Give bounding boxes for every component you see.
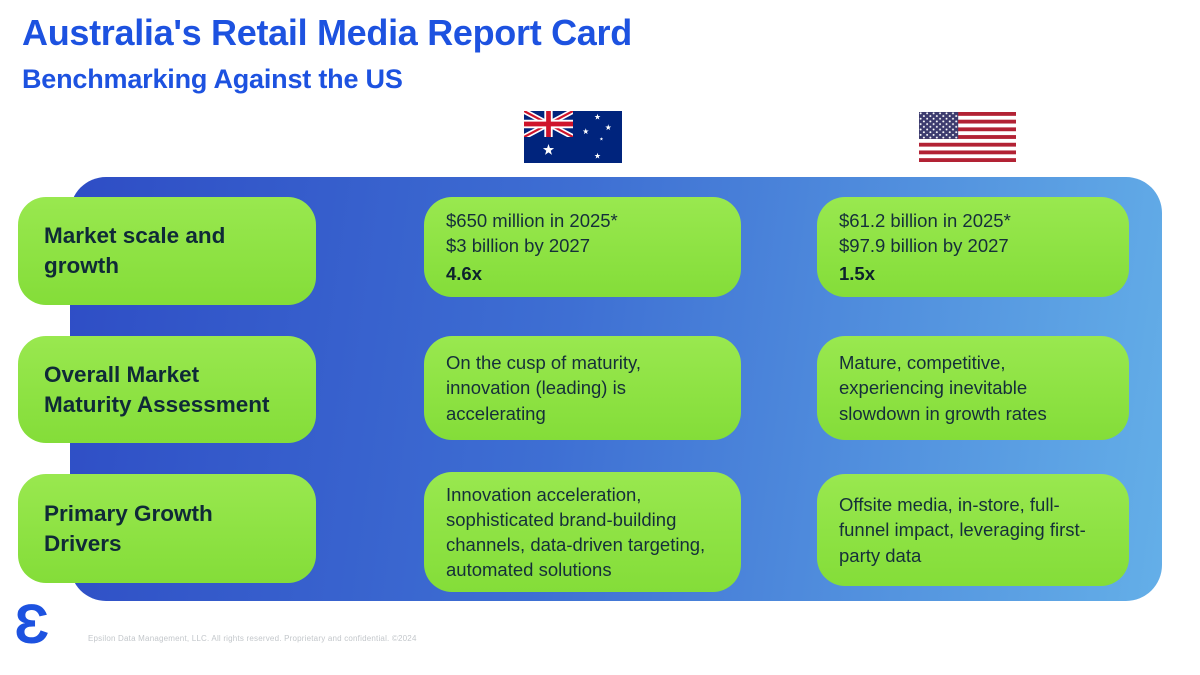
cell-line: $61.2 billion in 2025* bbox=[839, 210, 1011, 232]
row-label-maturity: Overall Market Maturity Assessment bbox=[18, 336, 316, 443]
cell-text: On the cusp of maturity, innovation (lea… bbox=[446, 352, 642, 424]
us-flag-icon bbox=[919, 112, 1016, 162]
row-label-text: Overall Market Maturity Assessment bbox=[44, 361, 270, 417]
cell-au-growth-drivers: Innovation acceleration, sophisticated b… bbox=[424, 472, 741, 592]
cell-line: $3 billion by 2027 bbox=[446, 235, 590, 257]
australia-flag-icon bbox=[524, 111, 622, 163]
cell-line: $97.9 billion by 2027 bbox=[839, 235, 1009, 257]
row-label-growth-drivers: Primary Growth Drivers bbox=[18, 474, 316, 583]
row-label-market-scale: Market scale and growth bbox=[18, 197, 316, 305]
cell-us-maturity: Mature, competitive, experiencing inevit… bbox=[817, 336, 1129, 440]
cell-text: Offsite media, in-store, full-funnel imp… bbox=[839, 494, 1086, 566]
page-subtitle: Benchmarking Against the US bbox=[22, 64, 403, 94]
page-title: Australia's Retail Media Report Card bbox=[22, 12, 632, 53]
cell-line: $650 million in 2025* bbox=[446, 210, 618, 232]
cell-multiplier: 1.5x bbox=[839, 262, 876, 284]
cell-us-growth-drivers: Offsite media, in-store, full-funnel imp… bbox=[817, 474, 1129, 586]
row-label-text: Primary Growth Drivers bbox=[44, 500, 213, 556]
cell-text: Innovation acceleration, sophisticated b… bbox=[446, 483, 706, 581]
cell-text: Mature, competitive, experiencing inevit… bbox=[839, 352, 1047, 424]
copyright-footnote: Epsilon Data Management, LLC. All rights… bbox=[88, 634, 417, 643]
row-label-text: Market scale and growth bbox=[44, 223, 226, 278]
cell-au-market-scale: $650 million in 2025* $3 billion by 2027… bbox=[424, 197, 741, 297]
cell-multiplier: 4.6x bbox=[446, 262, 483, 284]
cell-us-market-scale: $61.2 billion in 2025* $97.9 billion by … bbox=[817, 197, 1129, 297]
cell-au-maturity: On the cusp of maturity, innovation (lea… bbox=[424, 336, 741, 440]
epsilon-logo-icon: Ɛ bbox=[14, 592, 50, 655]
